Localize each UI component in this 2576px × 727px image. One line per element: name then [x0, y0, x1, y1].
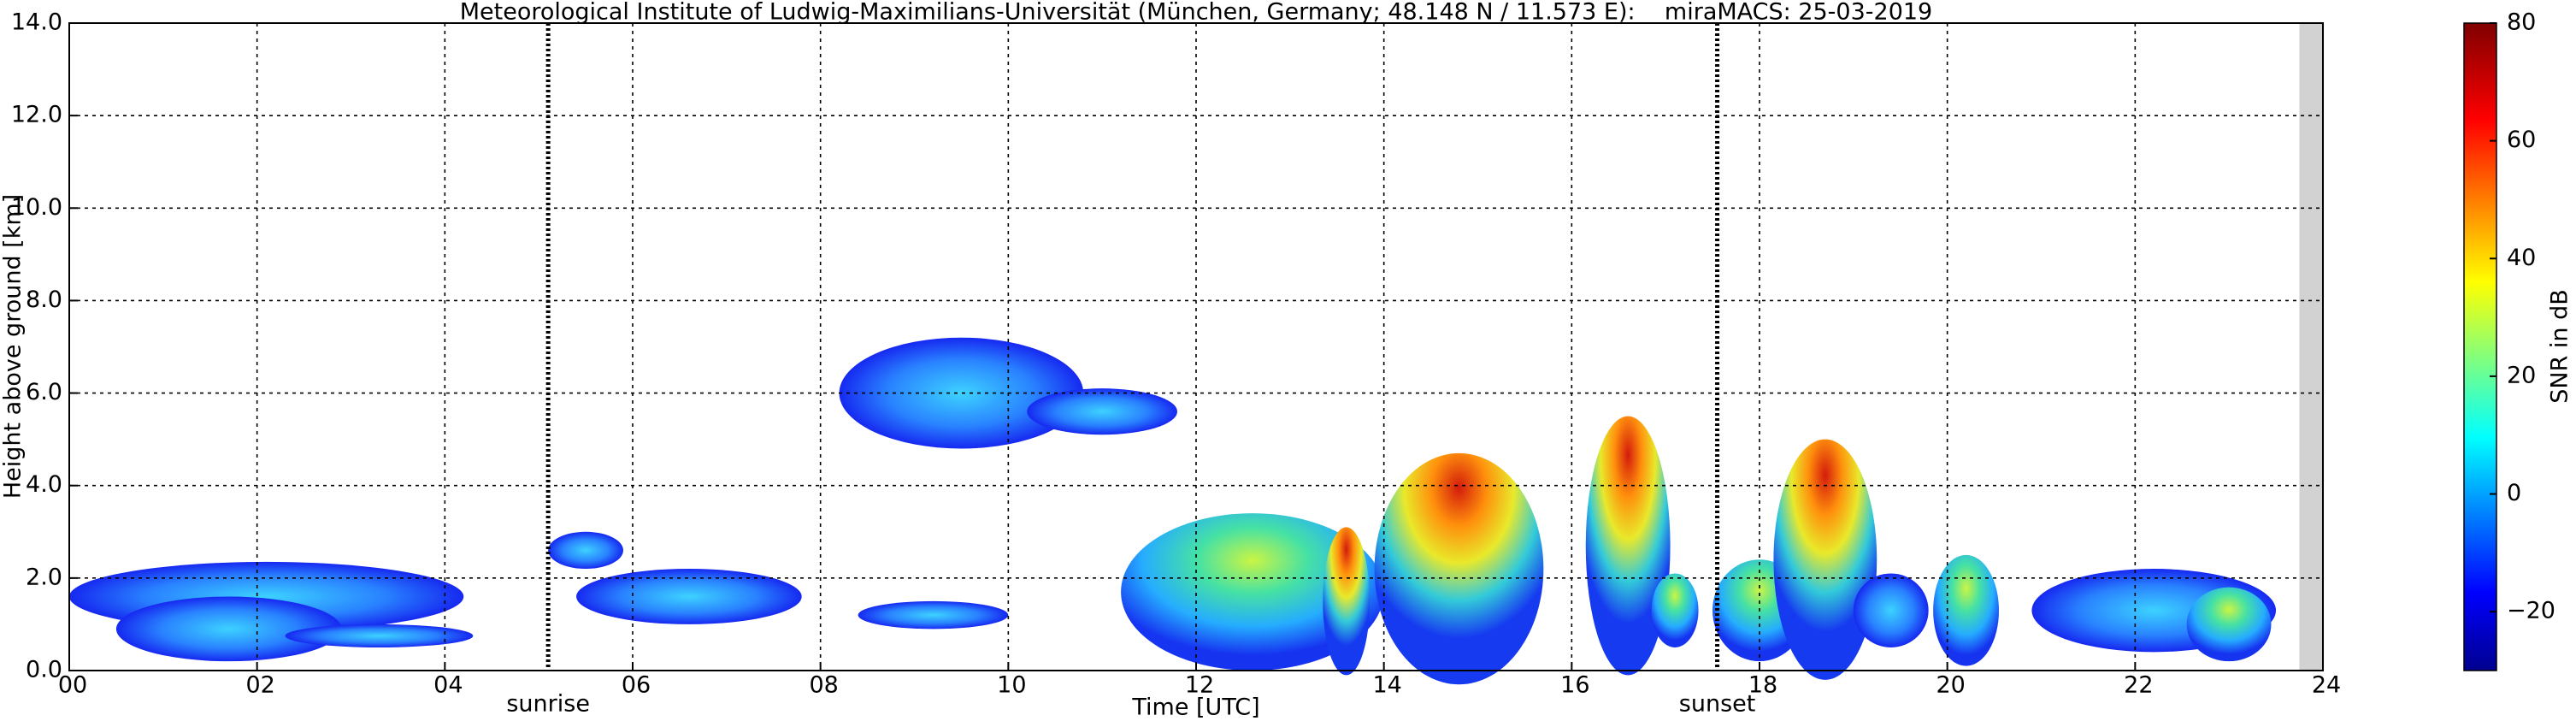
plot-frame	[68, 22, 2324, 671]
x-axis-label: Time [UTC]	[1131, 694, 1259, 721]
colorbar-tick-label: 40	[2507, 245, 2536, 271]
colorbar-tick-label: 0	[2507, 480, 2521, 506]
y-tick-label: 14.0	[11, 9, 62, 36]
x-tick-label: 02	[245, 672, 274, 699]
x-tick-label: 20	[1936, 672, 1965, 699]
x-tick-label: 14	[1372, 672, 1401, 699]
x-tick-label: 22	[2124, 672, 2153, 699]
x-tick-label: 06	[622, 672, 651, 699]
y-tick-label: 6.0	[26, 379, 62, 405]
x-tick-label: 12	[1185, 672, 1214, 699]
colorbar-label: SNR in dB	[2547, 289, 2573, 404]
x-tick-label: 16	[1560, 672, 1589, 699]
x-tick-label: 08	[809, 672, 838, 699]
colorbar-tick-label: −20	[2507, 598, 2555, 624]
echo-field	[69, 23, 2323, 685]
x-tick-label: 04	[433, 672, 463, 699]
annotation-label: sunrise	[506, 691, 590, 718]
y-tick-label: 10.0	[11, 194, 62, 221]
y-tick-label: 0.0	[26, 657, 62, 683]
colorbar-tick-label: 20	[2507, 362, 2536, 388]
y-tick-label: 8.0	[26, 287, 62, 313]
y-tick-label: 2.0	[26, 564, 62, 590]
colorbar	[2463, 22, 2497, 671]
y-axis-label: Height above ground [km]	[0, 194, 27, 499]
x-tick-label: 10	[997, 672, 1026, 699]
x-tick-label: 00	[58, 672, 87, 699]
colorbar-tick-label: 80	[2507, 9, 2536, 36]
colorbar-tick-label: 60	[2507, 127, 2536, 153]
y-tick-label: 12.0	[11, 102, 62, 128]
y-tick-label: 4.0	[26, 471, 62, 498]
x-tick-label: 18	[1748, 672, 1777, 699]
chart-title: Meteorological Institute of Ludwig-Maxim…	[460, 0, 1933, 26]
annotation-label: sunset	[1679, 691, 1756, 718]
x-tick-label: 24	[2312, 672, 2341, 699]
